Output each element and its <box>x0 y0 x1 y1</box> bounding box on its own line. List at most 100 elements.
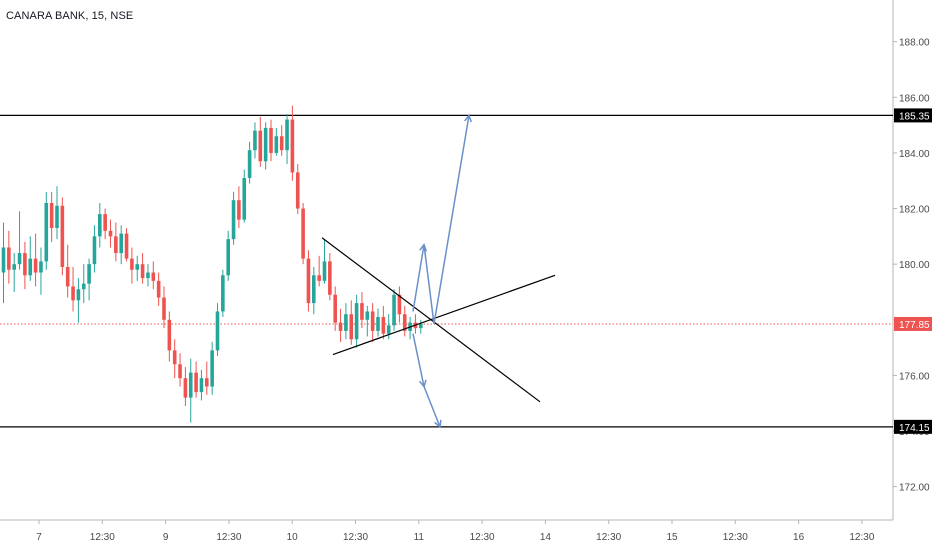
candle-body[interactable] <box>306 258 311 304</box>
candle-body[interactable] <box>253 130 257 151</box>
time-tick-label: 11 <box>414 532 425 543</box>
up-swing-return <box>423 244 435 325</box>
candle-body[interactable] <box>295 172 300 209</box>
candle-body[interactable] <box>108 230 113 237</box>
candle-body[interactable] <box>290 119 295 173</box>
candle-body[interactable] <box>17 253 22 265</box>
candle-body[interactable] <box>87 264 91 284</box>
candle-body[interactable] <box>146 272 150 279</box>
candle-body[interactable] <box>103 214 107 231</box>
candle-body[interactable] <box>397 294 402 315</box>
candle-body[interactable] <box>247 150 252 178</box>
target-up-arrow[interactable] <box>433 115 470 325</box>
last-price-label-bg <box>894 316 932 331</box>
price-tick-label: 176.00 <box>899 371 930 382</box>
candle-body[interactable] <box>285 119 289 151</box>
candle-body[interactable] <box>194 372 198 393</box>
candle-body[interactable] <box>274 136 279 153</box>
candle-body[interactable] <box>60 205 65 267</box>
candle-body[interactable] <box>130 258 134 270</box>
short-up-arrow[interactable] <box>412 244 425 312</box>
candle-body[interactable] <box>354 303 359 340</box>
short-down-arrow[interactable] <box>412 333 425 387</box>
candle-body[interactable] <box>7 247 11 270</box>
time-tick-label: 7 <box>36 532 42 543</box>
candle-body[interactable] <box>44 202 49 262</box>
time-tick-label: 12:30 <box>90 532 115 543</box>
candle-body[interactable] <box>49 202 54 229</box>
time-tick-label: 12:30 <box>723 532 748 543</box>
candle-body[interactable] <box>156 280 161 298</box>
candle-body[interactable] <box>392 294 396 326</box>
candle-body[interactable] <box>28 258 33 276</box>
candle-body[interactable] <box>381 317 386 334</box>
candle-body[interactable] <box>279 136 284 151</box>
price-tick-label: 172.00 <box>899 483 930 494</box>
time-tick-label: 12:30 <box>849 532 874 543</box>
symbol-label: CANARA BANK, 15, NSE <box>6 10 134 22</box>
ascending-trendline[interactable] <box>332 274 556 356</box>
candle-body[interactable] <box>301 208 305 259</box>
candle-body[interactable] <box>81 283 86 290</box>
candle-body[interactable] <box>419 323 423 329</box>
candle-body[interactable] <box>370 311 375 331</box>
candle-body[interactable] <box>210 350 214 387</box>
time-tick-label: 16 <box>793 532 805 543</box>
candle-body[interactable] <box>199 378 204 393</box>
candle-body[interactable] <box>23 253 27 276</box>
candle-body[interactable] <box>39 261 43 273</box>
candle-body[interactable] <box>135 264 140 270</box>
candle-body[interactable] <box>205 378 209 387</box>
candle-body[interactable] <box>1 247 6 273</box>
candle-body[interactable] <box>140 264 145 279</box>
candle-body[interactable] <box>376 317 380 331</box>
candle-body[interactable] <box>349 314 354 340</box>
candle-body[interactable] <box>33 258 38 273</box>
candle-body[interactable] <box>172 350 177 365</box>
price-tick-label: 184.00 <box>899 149 930 160</box>
level-price-label: 174.15 <box>899 423 930 434</box>
candle-body[interactable] <box>338 322 343 331</box>
candle-body[interactable] <box>263 127 268 162</box>
candle-body[interactable] <box>360 303 364 320</box>
candle-body[interactable] <box>365 311 370 320</box>
candle-body[interactable] <box>12 264 16 270</box>
candle-body[interactable] <box>226 239 230 276</box>
candle-body[interactable] <box>162 297 166 320</box>
time-tick-label: 15 <box>666 532 678 543</box>
candle-body[interactable] <box>98 214 102 237</box>
candle-body[interactable] <box>178 364 182 379</box>
candle-body[interactable] <box>328 261 332 295</box>
time-tick-label: 12:30 <box>216 532 241 543</box>
candle-body[interactable] <box>237 200 241 220</box>
candle-body[interactable] <box>55 205 59 229</box>
candle-body[interactable] <box>188 372 193 398</box>
candle-body[interactable] <box>167 319 172 351</box>
candle-body[interactable] <box>119 233 123 254</box>
candle-body[interactable] <box>333 294 337 323</box>
candle-body[interactable] <box>215 311 220 351</box>
candle-body[interactable] <box>312 275 316 304</box>
candle-body[interactable] <box>258 130 263 162</box>
candle-body[interactable] <box>71 286 75 301</box>
candle-body[interactable] <box>322 261 327 281</box>
candle-body[interactable] <box>344 314 348 331</box>
last-price-label: 177.85 <box>899 320 930 331</box>
candle-body[interactable] <box>269 127 273 153</box>
candle-body[interactable] <box>124 233 129 259</box>
candle-body[interactable] <box>386 325 391 334</box>
candle-body[interactable] <box>183 378 188 398</box>
candle-body[interactable] <box>65 266 70 287</box>
candle-body[interactable] <box>317 275 321 281</box>
target-down-arrow[interactable] <box>423 386 441 428</box>
candle-body[interactable] <box>402 314 407 331</box>
candle-body[interactable] <box>231 200 236 240</box>
candle-body[interactable] <box>76 289 81 301</box>
candle-body[interactable] <box>92 236 97 265</box>
time-tick-label: 12:30 <box>470 532 495 543</box>
candle-body[interactable] <box>151 272 156 281</box>
candle-body[interactable] <box>114 236 118 254</box>
candle-body[interactable] <box>242 177 247 220</box>
candle-body[interactable] <box>221 275 225 312</box>
